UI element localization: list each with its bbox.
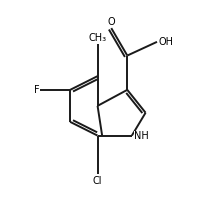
Text: Cl: Cl bbox=[93, 176, 102, 186]
Text: O: O bbox=[107, 17, 115, 27]
Text: F: F bbox=[34, 85, 39, 95]
Text: CH₃: CH₃ bbox=[89, 33, 107, 43]
Text: NH: NH bbox=[134, 130, 149, 141]
Text: OH: OH bbox=[158, 37, 173, 47]
